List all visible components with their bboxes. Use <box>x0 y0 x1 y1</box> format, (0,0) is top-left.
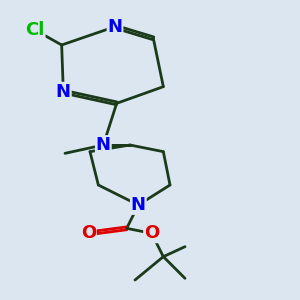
Text: N: N <box>107 18 122 36</box>
Text: Cl: Cl <box>25 21 45 39</box>
Text: N: N <box>56 83 71 101</box>
Text: O: O <box>144 224 159 242</box>
Text: N: N <box>131 196 146 214</box>
Text: N: N <box>96 136 111 154</box>
Text: O: O <box>81 224 96 242</box>
